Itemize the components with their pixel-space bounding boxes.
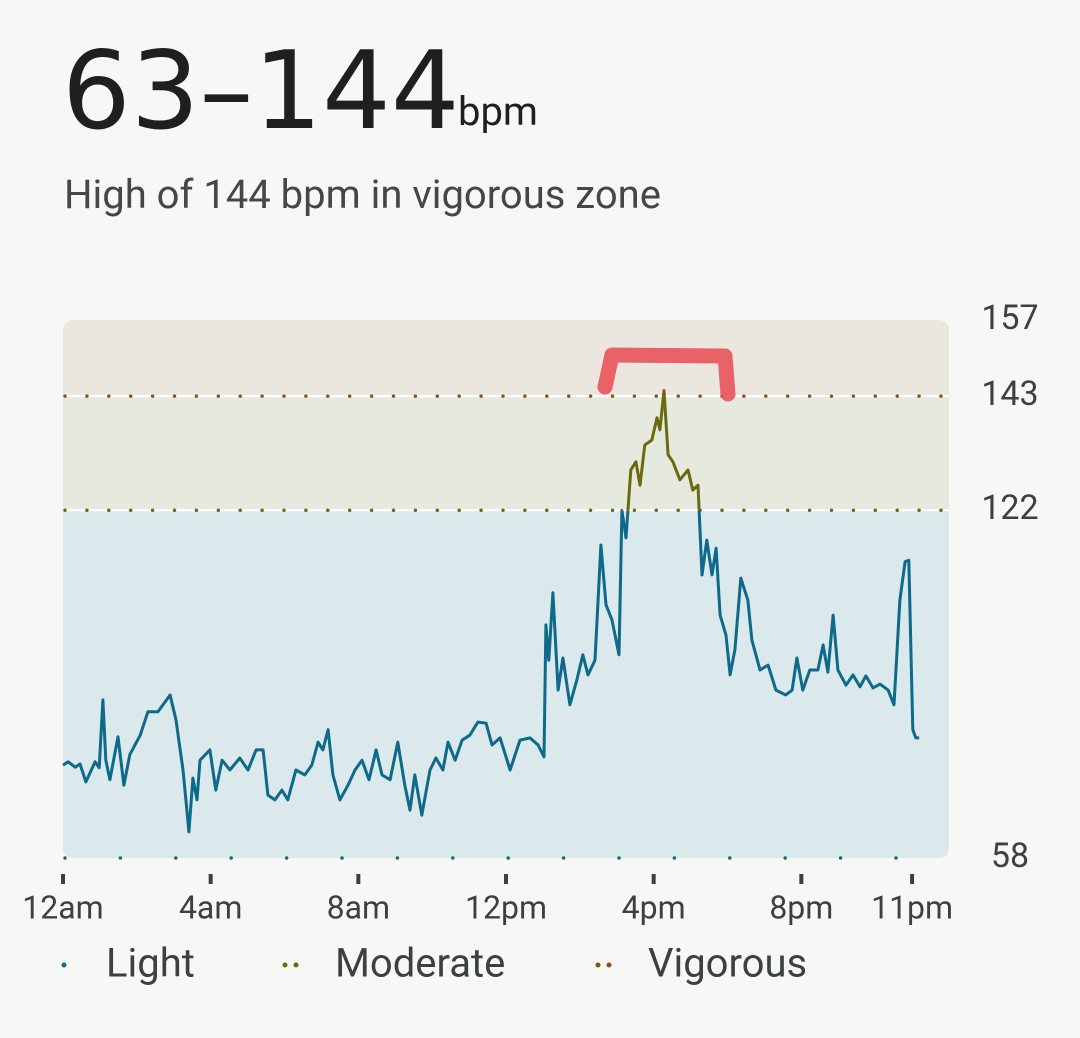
- zone-band: [63, 396, 949, 511]
- heart-rate-line: [62, 510, 920, 834]
- zone-band: [63, 510, 949, 858]
- unit-label: bpm: [458, 88, 538, 135]
- x-tick-label: 4am: [179, 888, 242, 926]
- zone-bands: [63, 320, 949, 858]
- x-tick-label: 11pm: [871, 888, 953, 926]
- x-tick-label: 8pm: [769, 888, 833, 926]
- y-tick-label: 143: [981, 374, 1038, 414]
- legend-item: Vigorous: [595, 940, 807, 987]
- legend-item: Light: [61, 940, 195, 987]
- legend-label: Vigorous: [648, 940, 807, 987]
- zone-band: [63, 320, 949, 397]
- legend-item: Moderate: [282, 940, 505, 987]
- x-tick-label: 12pm: [465, 888, 547, 926]
- subtitle: High of 144 bpm in vigorous zone: [64, 171, 661, 218]
- y-tick-label: 122: [981, 488, 1038, 528]
- x-tick-label: 4pm: [622, 888, 686, 926]
- legend-swatch: [282, 962, 288, 968]
- legend-swatch: [293, 962, 299, 968]
- plot: 58 122 143 157 12am 4am 8am 12pm 4pm 8pm 11pm Light…: [22, 298, 1038, 987]
- legend-swatch: [595, 962, 601, 968]
- x-tick-label: 8am: [327, 888, 390, 926]
- legend-swatch: [61, 962, 67, 968]
- highlight-annotation: [597, 347, 736, 402]
- y-tick-label: 157: [981, 298, 1038, 338]
- legend-label: Light: [106, 940, 195, 987]
- y-tick-label: 58: [991, 836, 1029, 876]
- range-title: 63–144: [62, 29, 460, 154]
- legend-swatch: [606, 962, 612, 968]
- x-tick-label: 12am: [22, 888, 103, 926]
- legend-label: Moderate: [335, 940, 505, 987]
